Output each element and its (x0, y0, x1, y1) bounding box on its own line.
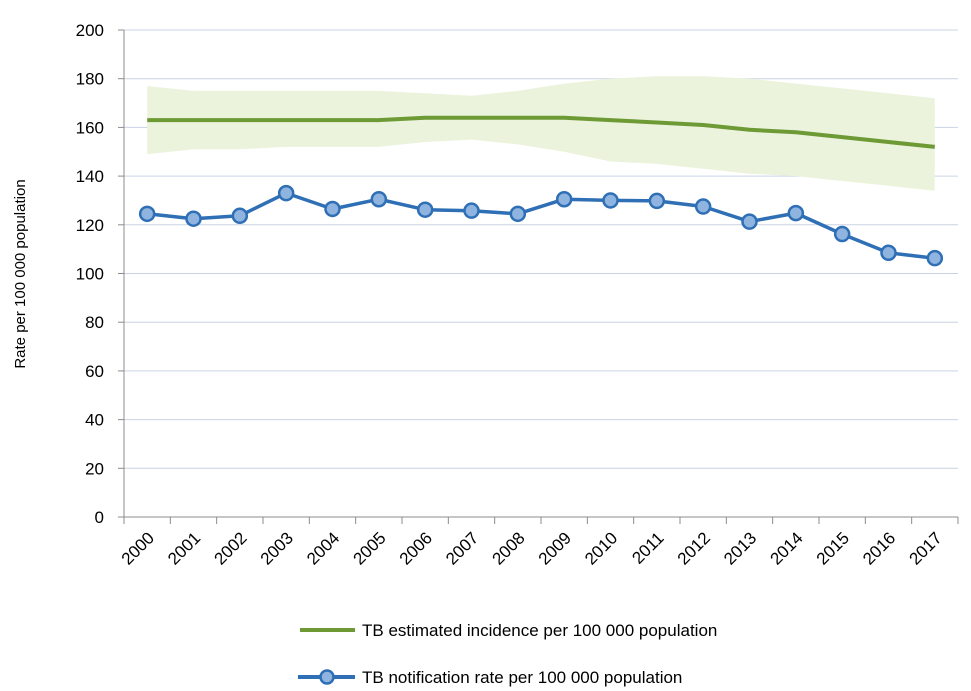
x-tick-2004: 2004 (303, 528, 343, 568)
notification-point-2010 (602, 192, 619, 209)
notification-point-2014 (787, 204, 805, 222)
x-tick-2007: 2007 (442, 528, 482, 568)
legend: TB estimated incidence per 100 000 popul… (298, 621, 717, 687)
y-tick-120: 120 (76, 216, 104, 235)
legend-label-notification: TB notification rate per 100 000 populat… (362, 668, 682, 687)
notification-line (147, 191, 936, 260)
y-tick-140: 140 (76, 167, 104, 186)
incidence-band-area (147, 76, 935, 191)
notification-point-2005 (370, 190, 388, 208)
x-tick-labels: 2000 2001 2002 2003 2004 2005 2006 2007 2008 2009… (118, 528, 946, 568)
notification-point-2012 (694, 198, 712, 215)
series-lines (147, 115, 936, 260)
x-tick-2006: 2006 (396, 528, 436, 568)
notification-point-2013 (741, 213, 758, 230)
x-tick-2010: 2010 (581, 528, 621, 568)
series-markers (138, 184, 944, 267)
x-tick-2009: 2009 (535, 528, 575, 568)
x-tick-2008: 2008 (488, 528, 528, 568)
notification-point-2006 (416, 201, 434, 218)
notification-point-2015 (833, 225, 851, 243)
notification-point-2001 (185, 210, 202, 227)
y-tick-100: 100 (76, 265, 104, 284)
x-tick-2014: 2014 (766, 528, 806, 568)
legend-item-notification: TB notification rate per 100 000 populat… (298, 668, 682, 687)
notification-point-2007 (463, 202, 480, 219)
axes (118, 29, 959, 524)
y-tick-20: 20 (85, 459, 104, 478)
incidence-uncertainty-band (147, 76, 935, 191)
y-tick-200: 200 (76, 21, 104, 40)
y-tick-0: 0 (95, 508, 104, 527)
y-tick-80: 80 (85, 313, 104, 332)
y-tick-labels: 0 20 40 60 80 100 120 140 160 180 200 (76, 21, 104, 527)
x-tick-2012: 2012 (674, 528, 714, 568)
legend-item-incidence: TB estimated incidence per 100 000 popul… (300, 621, 717, 640)
x-tick-2017: 2017 (905, 528, 945, 568)
y-axis-title: Rate per 100 000 population (12, 179, 29, 368)
notification-point-2002 (231, 207, 249, 225)
x-tick-2000: 2000 (118, 528, 158, 568)
y-tick-160: 160 (76, 118, 104, 137)
y-tick-60: 60 (85, 362, 104, 381)
x-tick-2015: 2015 (813, 528, 853, 568)
x-tick-2016: 2016 (859, 528, 899, 568)
legend-label-incidence: TB estimated incidence per 100 000 popul… (362, 621, 717, 640)
notification-point-2008 (509, 205, 527, 223)
y-tick-40: 40 (85, 411, 104, 430)
legend-marker-notification (319, 669, 335, 685)
notification-point-2017 (926, 249, 944, 267)
notification-point-2000 (138, 205, 156, 223)
x-tick-2001: 2001 (164, 528, 204, 568)
notification-point-2011 (648, 192, 666, 210)
x-tick-2003: 2003 (257, 528, 297, 568)
x-tick-2002: 2002 (210, 528, 250, 568)
notification-point-2004 (324, 200, 341, 218)
gridlines (124, 29, 958, 469)
x-tick-2011: 2011 (628, 528, 667, 567)
incidence-line (147, 115, 936, 149)
x-tick-2013: 2013 (720, 528, 760, 568)
notification-point-2003 (277, 184, 295, 202)
x-tick-2005: 2005 (349, 528, 389, 568)
notification-point-2009 (555, 190, 573, 208)
y-tick-180: 180 (76, 70, 104, 89)
notification-point-2016 (880, 244, 897, 262)
